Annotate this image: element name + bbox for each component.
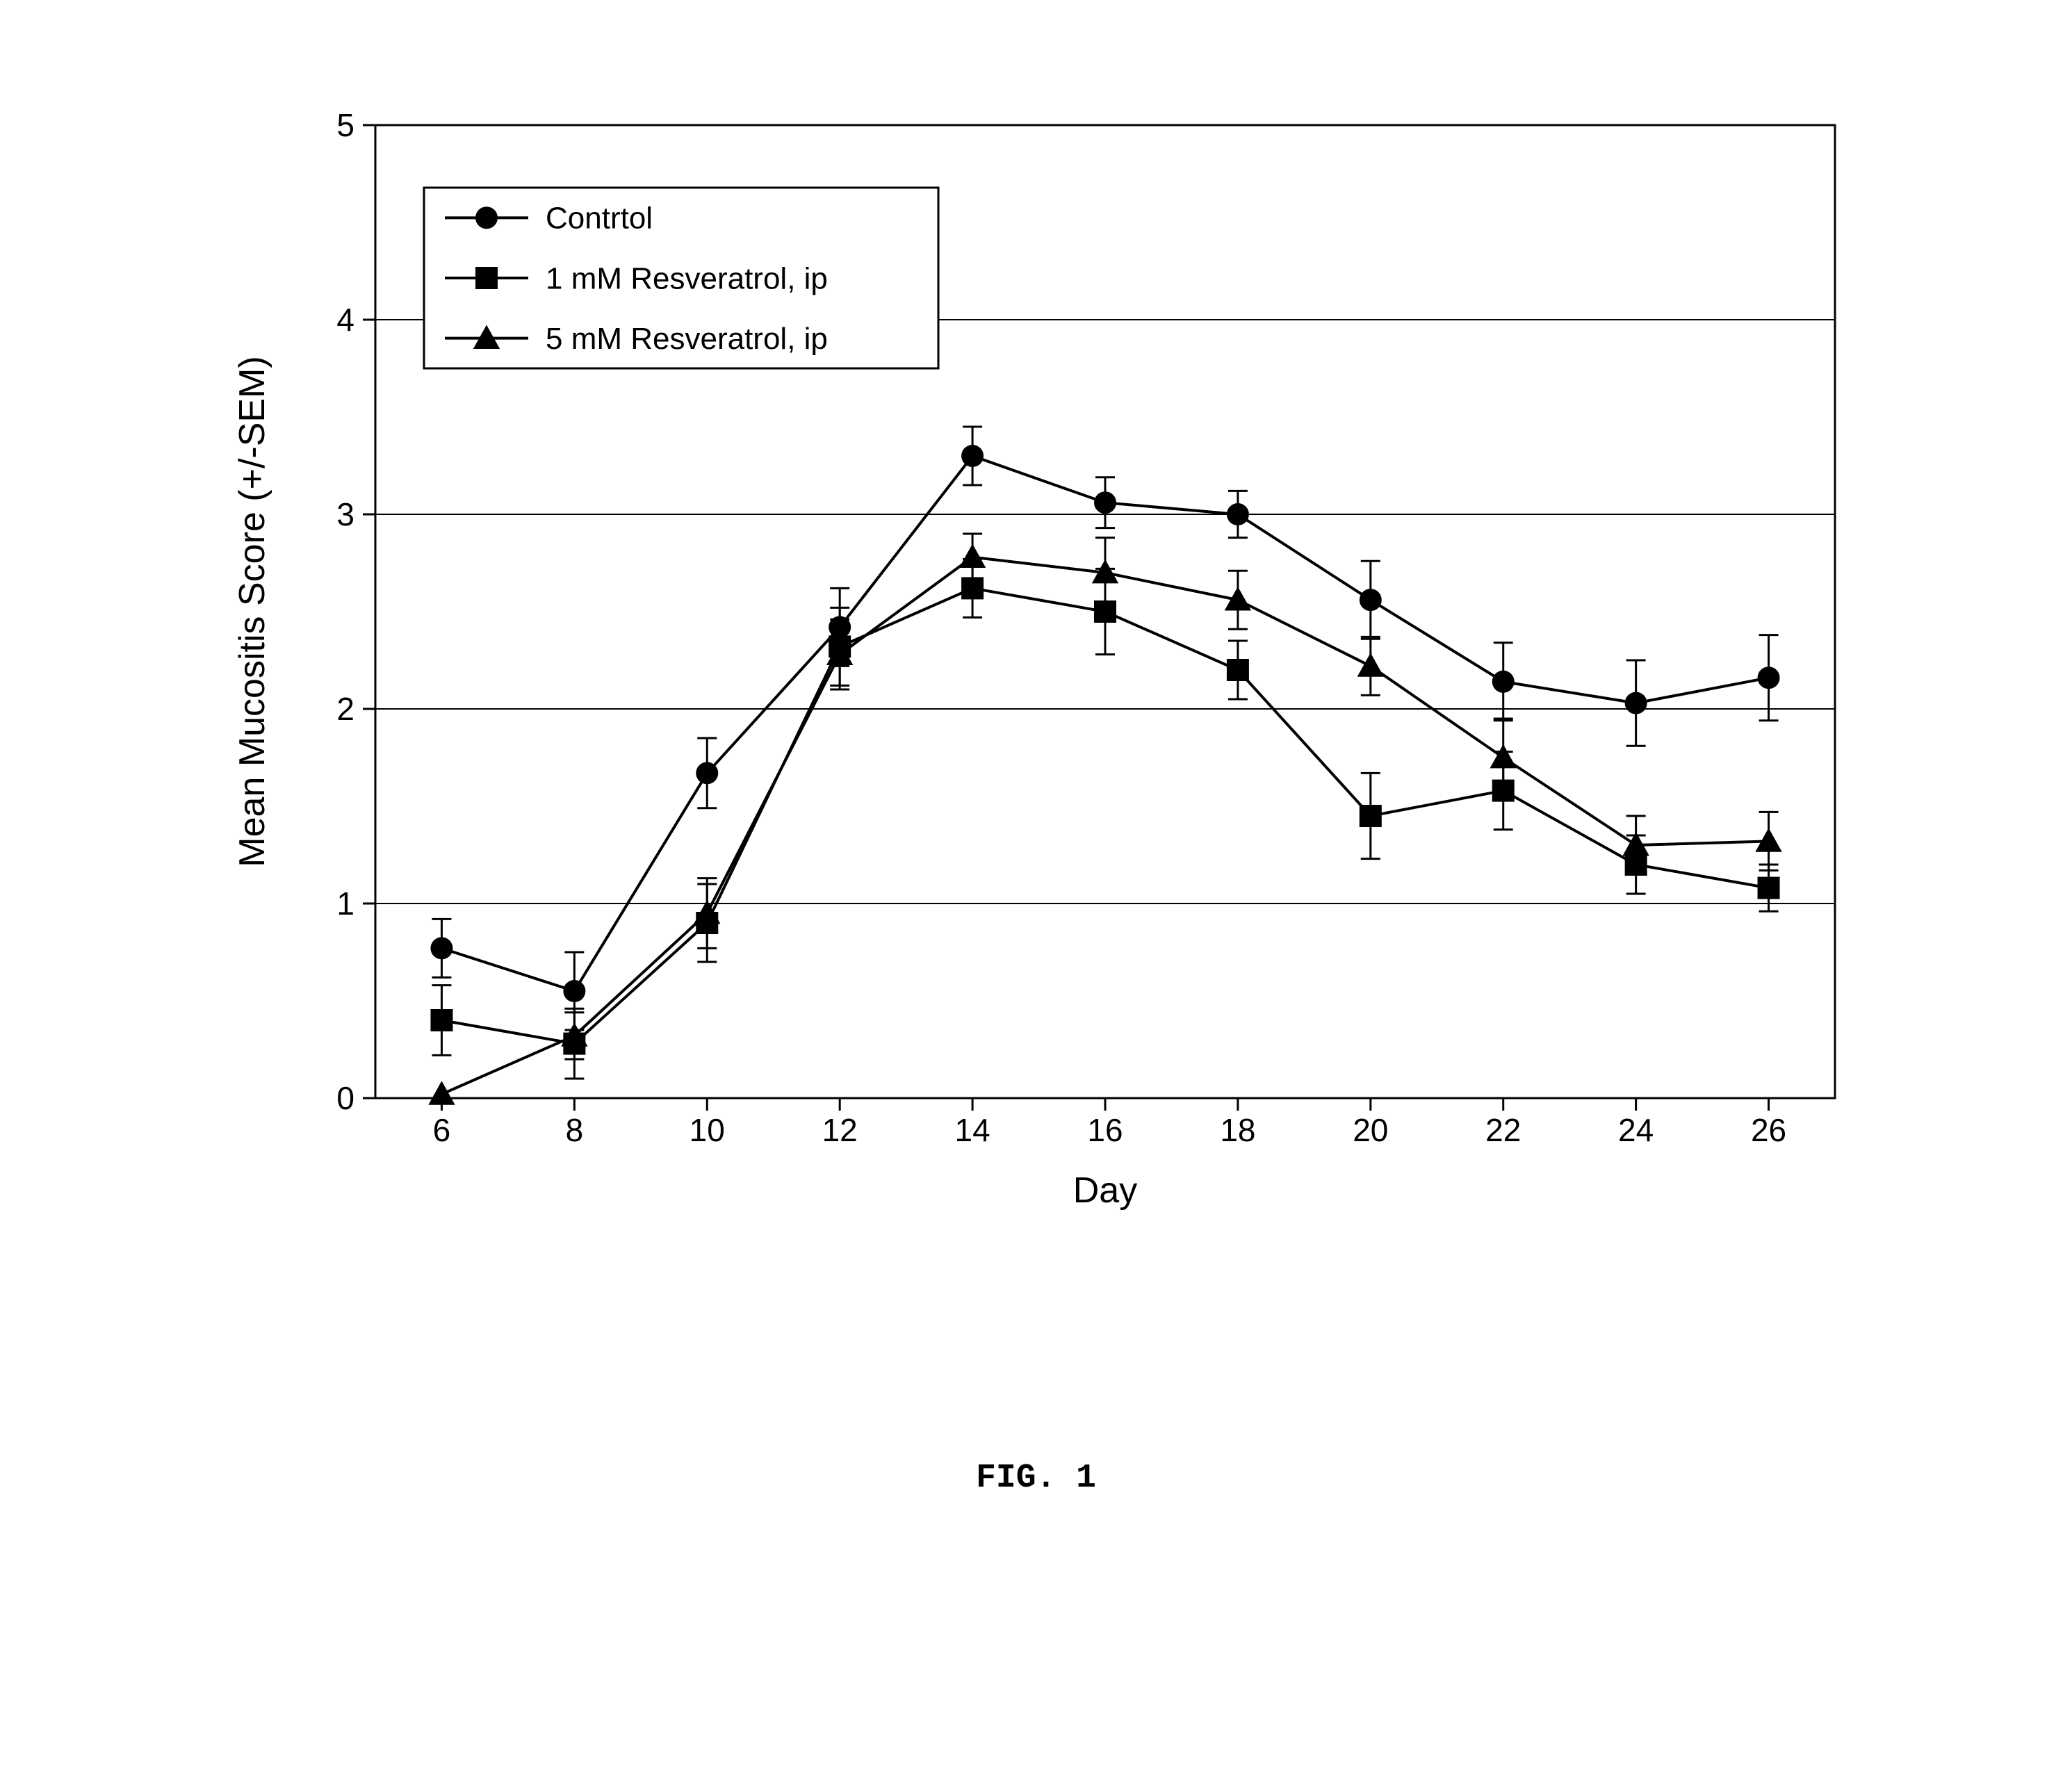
circle-marker xyxy=(1360,589,1382,611)
figure-caption: FIG. 1 xyxy=(0,1460,2072,1497)
circle-marker xyxy=(1492,671,1515,693)
x-tick-label: 20 xyxy=(1353,1112,1388,1148)
legend-label: 5 mM Resveratrol, ip xyxy=(546,322,828,356)
x-tick-label: 12 xyxy=(822,1112,858,1148)
x-tick-label: 22 xyxy=(1485,1112,1521,1148)
x-tick-label: 16 xyxy=(1087,1112,1123,1148)
circle-marker xyxy=(475,206,498,229)
x-tick-label: 8 xyxy=(566,1112,584,1148)
square-marker xyxy=(1360,805,1382,827)
square-marker xyxy=(430,1009,452,1031)
x-tick-label: 26 xyxy=(1751,1112,1786,1148)
y-axis-label: Mean Mucositis Score (+/-SEM) xyxy=(232,356,272,867)
x-tick-label: 10 xyxy=(690,1112,725,1148)
y-tick-label: 3 xyxy=(336,496,354,532)
circle-marker xyxy=(430,937,452,959)
y-tick-label: 5 xyxy=(336,107,354,143)
square-marker xyxy=(1758,877,1780,899)
y-tick-label: 0 xyxy=(336,1080,354,1116)
x-axis-label: Day xyxy=(1073,1170,1137,1211)
y-tick-label: 2 xyxy=(336,691,354,727)
circle-marker xyxy=(961,445,984,467)
circle-marker xyxy=(1625,692,1647,714)
page: 01234568101214161820222426DayMean Mucosi… xyxy=(0,0,2072,1766)
x-tick-label: 6 xyxy=(433,1112,451,1148)
circle-marker xyxy=(1758,667,1780,689)
circle-marker xyxy=(1094,491,1116,514)
x-tick-label: 14 xyxy=(955,1112,990,1148)
legend-label: 1 mM Resveratrol, ip xyxy=(546,261,828,295)
square-marker xyxy=(1227,659,1249,681)
circle-marker xyxy=(696,762,718,784)
circle-marker xyxy=(563,980,585,1002)
square-marker xyxy=(475,267,498,289)
y-tick-label: 4 xyxy=(336,302,354,338)
y-tick-label: 1 xyxy=(336,885,354,922)
line-chart: 01234568101214161820222426DayMean Mucosi… xyxy=(181,83,1891,1334)
x-tick-label: 24 xyxy=(1618,1112,1654,1148)
x-tick-label: 18 xyxy=(1220,1112,1255,1148)
legend: Contrtol 1 mM Resveratrol, ip 5 mM Resvera… xyxy=(424,188,938,368)
legend-label: Contrtol xyxy=(546,202,653,236)
circle-marker xyxy=(1227,503,1249,525)
chart-container: 01234568101214161820222426DayMean Mucosi… xyxy=(181,83,1891,1338)
